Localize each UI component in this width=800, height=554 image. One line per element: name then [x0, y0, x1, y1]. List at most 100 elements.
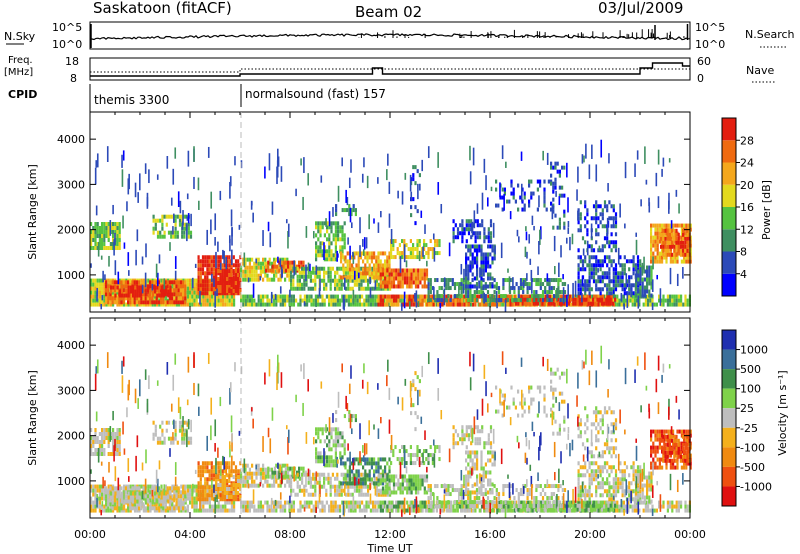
power-cell	[257, 302, 260, 307]
power-cell	[345, 270, 348, 275]
power-cell	[516, 229, 519, 237]
power-cell	[489, 294, 492, 299]
power-cell	[623, 263, 626, 268]
power-cell	[161, 218, 164, 223]
power-cell	[343, 277, 346, 290]
power-cell	[650, 277, 653, 282]
power-cell	[201, 283, 205, 288]
velocity-cell	[199, 497, 202, 502]
power-cell	[107, 222, 110, 227]
power-cell	[482, 284, 485, 289]
power-cell	[171, 300, 174, 305]
velocity-cell	[193, 496, 196, 501]
velocity-cell	[171, 494, 174, 499]
power-cell	[679, 252, 682, 257]
power-cell	[189, 278, 192, 283]
power-cell	[234, 272, 237, 277]
power-cell	[120, 300, 123, 305]
velocity-cell	[144, 498, 147, 503]
power-cell	[109, 242, 112, 247]
power-cell	[319, 241, 322, 246]
velocity-cell	[180, 484, 183, 489]
power-cell	[641, 281, 644, 286]
power-cell	[595, 279, 598, 284]
velocity-cell	[166, 486, 169, 491]
power-cell	[425, 272, 429, 277]
power-cell	[659, 288, 662, 306]
power-cell	[377, 268, 380, 273]
power-cell	[511, 298, 514, 303]
power-cell	[662, 228, 665, 233]
power-cell	[536, 207, 539, 212]
velocity-cell	[109, 508, 112, 513]
power-cell	[230, 209, 233, 227]
power-cell	[406, 268, 409, 273]
station-title: Saskatoon (fitACF)	[93, 0, 232, 17]
velocity-cell	[92, 500, 95, 505]
power-cell	[345, 286, 348, 291]
power-cell	[326, 257, 329, 262]
power-cell	[149, 292, 152, 297]
power-cell	[268, 302, 271, 307]
power-cell	[563, 213, 566, 218]
velocity-cell	[122, 494, 125, 499]
power-cell	[237, 259, 240, 264]
power-cell	[266, 277, 269, 282]
power-cell	[644, 302, 647, 307]
power-cell	[625, 273, 628, 290]
power-cell	[217, 263, 220, 268]
power-cell	[414, 205, 417, 210]
velocity-cell	[98, 496, 101, 501]
velocity-cell	[90, 504, 93, 509]
power-cell	[494, 245, 496, 255]
power-cell	[517, 290, 520, 295]
power-cell	[586, 263, 589, 268]
power-cell	[592, 301, 595, 306]
power-cell	[554, 177, 557, 182]
power-cell	[623, 303, 625, 310]
power-cell	[288, 277, 291, 282]
power-cell	[138, 300, 141, 305]
power-cell	[323, 270, 326, 275]
power-cell	[489, 272, 492, 277]
power-cell	[167, 293, 170, 298]
power-cell	[447, 302, 451, 307]
velocity-cell	[105, 504, 108, 509]
power-cell	[171, 288, 174, 293]
power-cell	[255, 265, 258, 270]
power-cell	[140, 278, 143, 283]
power-cell	[666, 302, 669, 307]
power-cell	[628, 291, 631, 296]
power-cell	[246, 257, 249, 262]
power-cell	[612, 279, 615, 284]
power-cell	[280, 266, 283, 279]
power-cell	[521, 297, 524, 302]
power-cell	[646, 285, 649, 290]
power-cell	[154, 289, 157, 294]
power-cell	[210, 219, 212, 235]
power-cell	[487, 294, 490, 299]
power-cell	[221, 272, 224, 277]
power-cell	[334, 221, 337, 226]
power-cell	[519, 278, 523, 283]
power-cell	[336, 282, 339, 287]
power-cell	[101, 226, 104, 231]
velocity-cell	[140, 498, 143, 503]
power-cell	[365, 302, 368, 307]
power-cell	[680, 227, 683, 232]
power-cell	[557, 282, 560, 287]
power-cell	[416, 251, 419, 256]
velocity-cell	[134, 491, 137, 496]
velocity-cell	[175, 488, 178, 493]
power-cell	[287, 231, 289, 249]
power-cell	[577, 279, 580, 284]
power-cell	[579, 255, 582, 260]
power-cell	[461, 223, 464, 228]
power-cell	[201, 255, 205, 260]
power-cell	[433, 286, 435, 300]
power-cell	[186, 302, 189, 307]
power-cell	[686, 232, 689, 237]
power-cell	[116, 238, 119, 243]
power-cell	[232, 284, 235, 289]
power-cell	[674, 259, 677, 264]
